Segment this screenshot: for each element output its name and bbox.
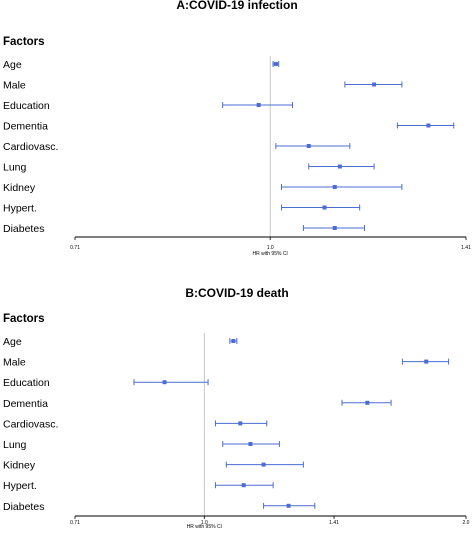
panel-b-hr-point xyxy=(238,421,243,426)
panel-b-row-label: Male xyxy=(3,357,26,369)
panel-b-hr-point xyxy=(365,400,370,405)
panel-a-hr-point xyxy=(306,144,311,148)
panel-b-hr-point xyxy=(286,503,291,508)
panel-b-row-label: Education xyxy=(3,377,50,389)
panel-a-hr-point xyxy=(332,226,337,230)
panel-a-hr-point xyxy=(372,82,377,87)
panel-a-row-label: Hypert. xyxy=(3,203,37,215)
panel-a-x-tick-label: 0.71 xyxy=(70,245,80,251)
panel-a-row-label: Lung xyxy=(3,162,27,174)
panel-b-hr-point xyxy=(162,380,167,385)
panel-a-hr-point xyxy=(322,205,327,210)
panel-b-row-label: Kidney xyxy=(3,460,36,472)
panel-b-hr-point xyxy=(424,359,429,364)
panel-b-row-label: Diabetes xyxy=(3,501,44,513)
panel-a-hr-point xyxy=(337,164,342,169)
panel-b-factors-header: Factors xyxy=(3,313,45,325)
panel-b-x-tick-label: 1.41 xyxy=(329,520,339,526)
panel-a-title: A:COVID-19 infection xyxy=(176,0,297,12)
panel-a-hr-point xyxy=(256,103,261,107)
panel-a-hr-point xyxy=(332,185,337,189)
panel-b-row-label: Cardiovasc. xyxy=(3,418,58,430)
panel-b-hr-point xyxy=(261,462,266,467)
panel-b-title: B:COVID-19 death xyxy=(185,286,288,300)
panel-b-row-label: Hypert. xyxy=(3,480,37,492)
panel-b-row-label: Dementia xyxy=(3,398,48,410)
panel-a-row-label: Dementia xyxy=(3,121,48,133)
panel-a-hr-point xyxy=(426,123,431,128)
panel-b-row-label: Lung xyxy=(3,439,27,451)
panel-b-x-axis-label: HR with 95% CI xyxy=(187,524,222,530)
panel-b-x-tick-label: 0.71 xyxy=(70,520,80,526)
panel-b-x-tick-label: 2.0 xyxy=(463,520,470,526)
panel-a-factors-header: Factors xyxy=(3,36,45,48)
panel-a-row-label: Age xyxy=(3,59,22,71)
panel-a-row-label: Cardiovasc. xyxy=(3,141,58,153)
panel-a-x-axis-label: HR with 95% CI xyxy=(253,251,288,257)
panel-a-row-label: Kidney xyxy=(3,182,36,194)
panel-b-hr-point xyxy=(248,442,253,446)
panel-a-x-tick-label: 1.41 xyxy=(461,245,471,251)
panel-a-hr-point xyxy=(273,62,278,66)
panel-a-row-label: Male xyxy=(3,80,26,92)
panel-b-x-tick-label: 1.0 xyxy=(201,520,208,526)
panel-a-x-tick-label: 1.0 xyxy=(267,245,274,251)
panel-b-hr-point xyxy=(231,339,236,343)
panel-a-row-label: Education xyxy=(3,100,50,112)
panel-a-row-label: Diabetes xyxy=(3,223,44,235)
panel-b-hr-point xyxy=(241,483,246,488)
panel-b-row-label: Age xyxy=(3,336,22,348)
